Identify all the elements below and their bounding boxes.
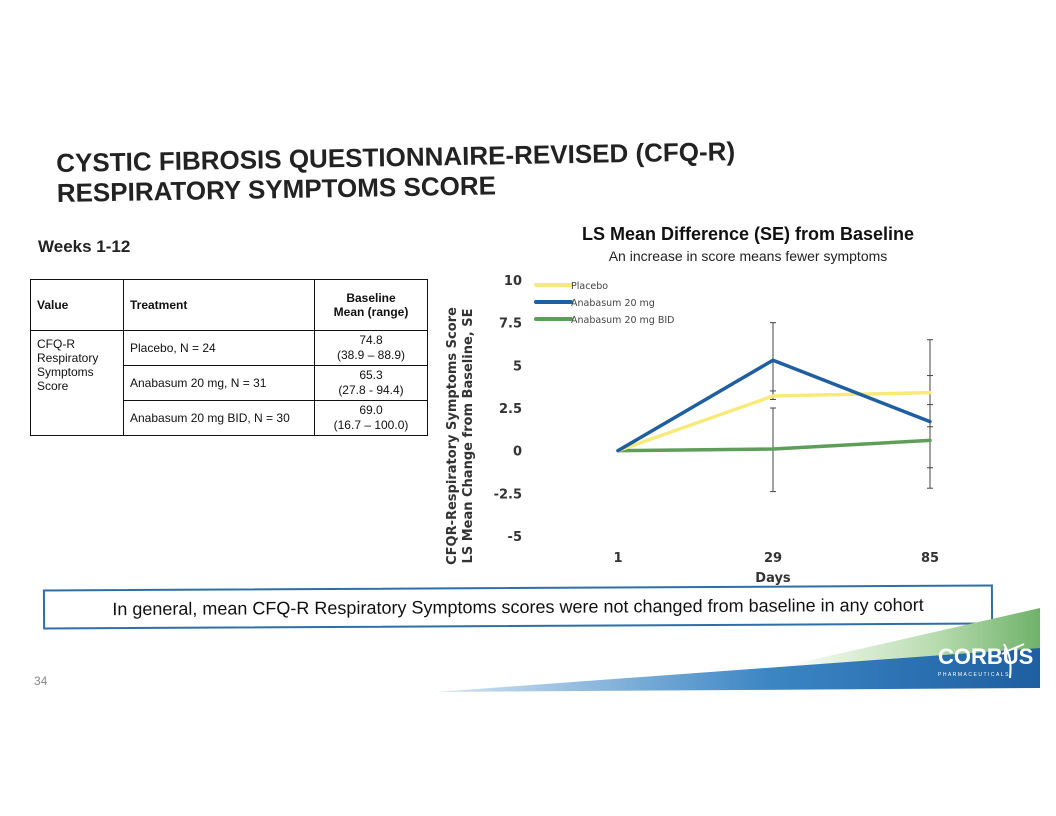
line-chart: CFQR-Respiratory Symptoms Score LS Mean C…: [445, 274, 939, 586]
treatment-cell: Anabasum 20 mg, N = 31: [123, 365, 315, 401]
baseline-range: (27.8 - 94.4): [338, 383, 404, 397]
series-line: [616, 438, 932, 453]
treatment-cell: Placebo, N = 24: [123, 330, 315, 366]
y-axis-title-line-2: LS Mean Change from Baseline, SE: [461, 309, 476, 564]
header-baseline: Baseline Mean (range): [314, 279, 428, 331]
y-tick-label: 7.5: [499, 317, 522, 332]
y-tick-label: 2.5: [499, 402, 522, 417]
table-row: Anabasum 20 mg, N = 31 65.3 (27.8 - 94.4…: [31, 365, 428, 401]
value-label-cell: CFQ-R Respiratory Symptoms Score: [30, 330, 124, 436]
baseline-mean: 69.0: [359, 403, 383, 417]
series-line: [616, 390, 932, 453]
baseline-mean: 65.3: [359, 368, 383, 382]
x-axis-title: Days: [755, 571, 791, 586]
baseline-range: (16.7 – 100.0): [333, 418, 409, 432]
baseline-cell: 69.0 (16.7 – 100.0): [314, 400, 428, 436]
header-baseline-line-2: Mean (range): [333, 305, 409, 319]
header-value: Value: [30, 279, 124, 331]
baseline-cell: 74.8 (38.9 – 88.9): [314, 330, 428, 366]
table-row: Anabasum 20 mg BID, N = 30 69.0 (16.7 – …: [31, 400, 428, 436]
blue-band-shape: [436, 648, 1040, 692]
legend-label: Anabasum 20 mg BID: [571, 315, 674, 326]
y-axis-title-line-1: CFQR-Respiratory Symptoms Score: [445, 307, 460, 565]
logo-subtext: PHARMACEUTICALS: [938, 672, 1010, 678]
slide-title: CYSTIC FIBROSIS QUESTIONNAIRE-REVISED (C…: [56, 134, 877, 208]
baseline-mean: 74.8: [359, 333, 383, 347]
y-tick-label: -5: [508, 530, 522, 545]
chart-title: LS Mean Difference (SE) from Baseline: [581, 224, 915, 244]
x-tick-label: 29: [764, 551, 782, 566]
baseline-table: Value Treatment Baseline Mean (range) CF…: [30, 279, 428, 436]
y-tick-label: -2.5: [494, 487, 522, 502]
page-number: 34: [34, 674, 48, 688]
table-header-row: Value Treatment Baseline Mean (range): [30, 279, 428, 331]
weeks-label: Weeks 1-12: [38, 237, 131, 256]
logo-text: CORBUS: [938, 644, 1033, 669]
baseline-cell: 65.3 (27.8 - 94.4): [314, 365, 428, 401]
corbus-logo-banner: CORBUS PHARMACEUTICALS: [436, 608, 1040, 692]
logo-figure-icon: [1001, 643, 1025, 679]
legend-label: Anabasum 20 mg: [571, 298, 655, 309]
baseline-range: (38.9 – 88.9): [336, 348, 406, 362]
table-row: CFQ-R Respiratory Symptoms Score Placebo…: [30, 330, 428, 436]
green-band-shape: [776, 608, 1040, 680]
y-tick-label: 0: [513, 445, 522, 460]
y-tick-label: 10: [504, 274, 522, 289]
x-tick-label: 85: [921, 551, 939, 566]
treatment-cell: Anabasum 20 mg BID, N = 30: [123, 400, 315, 436]
series-line: [616, 358, 932, 453]
y-tick-label: 5: [513, 359, 522, 374]
x-tick-label: 1: [613, 551, 622, 566]
chart-subtitle: An increase in score means fewer symptom…: [608, 248, 888, 264]
header-baseline-line-1: Baseline: [346, 291, 396, 305]
header-treatment: Treatment: [123, 279, 315, 331]
legend-label: Placebo: [571, 281, 608, 292]
